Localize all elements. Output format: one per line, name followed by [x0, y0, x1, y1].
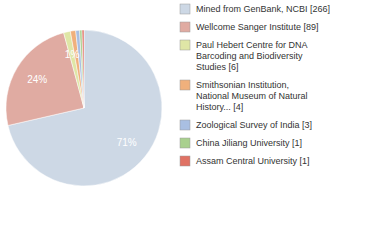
- data-label: 24%: [27, 74, 47, 85]
- legend-swatch: [180, 22, 190, 32]
- legend-swatch: [180, 4, 190, 14]
- legend-label-line: Paul Hebert Centre for DNA: [196, 40, 308, 50]
- legend-label-line: Wellcome Sanger Institute [89]: [196, 22, 318, 32]
- pie-slice: [82, 30, 84, 108]
- legend-swatch: [180, 40, 190, 50]
- legend-swatch: [180, 120, 190, 130]
- legend-label: China Jiliang University [1]: [196, 138, 302, 148]
- legend-label-line: Smithsonian Institution,: [196, 80, 289, 90]
- legend-label-line: National Museum of Natural: [196, 91, 308, 101]
- legend-swatch: [180, 138, 190, 148]
- pie-slice: [80, 30, 84, 108]
- legend-label: Smithsonian Institution,National Museum …: [196, 80, 308, 112]
- pie-slice: [76, 30, 84, 108]
- legend-label-line: History... [4]: [196, 102, 243, 112]
- chart-container: 71% 24% 1% Mined from GenBank, NCBI [266] We…: [0, 0, 380, 240]
- legend-swatch: [180, 156, 190, 166]
- pie-slice: [70, 30, 84, 108]
- legend-label: Wellcome Sanger Institute [89]: [196, 22, 318, 32]
- legend: Mined from GenBank, NCBI [266] Wellcome S…: [180, 4, 330, 166]
- data-label: 1%: [65, 49, 80, 60]
- legend-label: Paul Hebert Centre for DNABarcoding and …: [196, 40, 308, 72]
- data-labels: 71% 24% 1%: [27, 49, 137, 147]
- pie: [6, 30, 162, 186]
- legend-label: Assam Central University [1]: [196, 156, 310, 166]
- legend-label: Zoological Survey of India [3]: [196, 120, 312, 130]
- data-label: 71%: [117, 137, 137, 148]
- legend-swatch: [180, 80, 190, 90]
- legend-label-line: Zoological Survey of India [3]: [196, 120, 312, 130]
- legend-label: Mined from GenBank, NCBI [266]: [196, 4, 330, 14]
- chart-svg: 71% 24% 1% Mined from GenBank, NCBI [266] We…: [0, 0, 380, 240]
- legend-label-line: China Jiliang University [1]: [196, 138, 302, 148]
- legend-label-line: Mined from GenBank, NCBI [266]: [196, 4, 330, 14]
- legend-label-line: Studies [6]: [196, 62, 239, 72]
- legend-label-line: Assam Central University [1]: [196, 156, 310, 166]
- legend-label-line: Barcoding and Biodiversity: [196, 51, 303, 61]
